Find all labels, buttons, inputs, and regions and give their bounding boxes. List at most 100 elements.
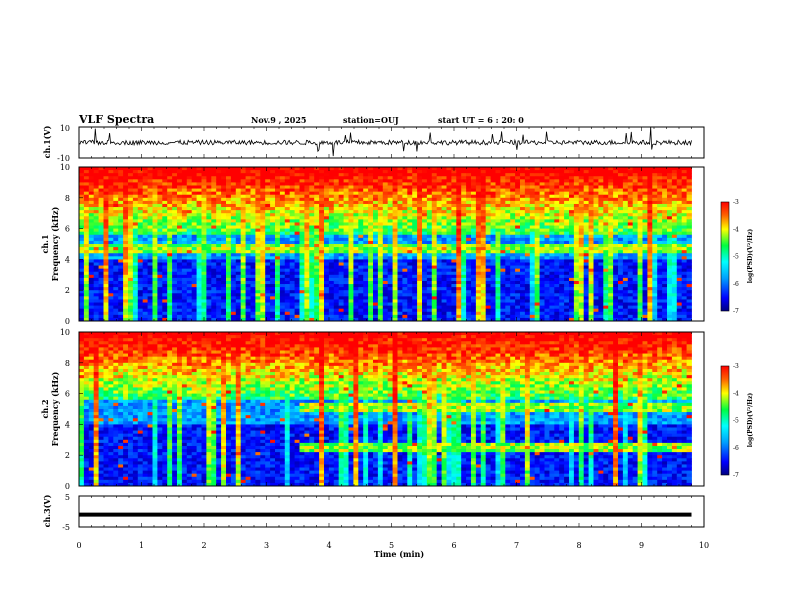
spectrogram-cell (294, 170, 300, 174)
spectrogram-cell (162, 225, 168, 229)
spectrogram-cell (392, 197, 398, 202)
spectrogram-cell (446, 259, 452, 263)
spectrogram-cell (186, 203, 193, 208)
spectrogram-cell (363, 207, 369, 211)
spectrogram-cell (83, 280, 90, 285)
spectrogram-cell (98, 317, 104, 322)
spectrogram-cell (407, 284, 413, 288)
spectrogram-cell (490, 185, 496, 189)
spectrogram-cell (186, 256, 193, 260)
spectrogram-cell (98, 188, 104, 193)
spectrogram-cell (407, 182, 413, 186)
spectrogram-cell (304, 317, 310, 322)
spectrogram-cell (177, 234, 183, 239)
spectrogram-cell (221, 308, 227, 313)
spectrogram-cell (451, 244, 457, 248)
spectrogram-cell (431, 231, 438, 236)
spectrogram-cell (353, 256, 359, 260)
spectrogram-cell (279, 293, 286, 297)
spectrogram-cell (245, 293, 251, 297)
spectrogram-cell (235, 293, 242, 297)
spectrogram-cell (333, 240, 340, 245)
spectrogram-cell (328, 277, 335, 282)
spectrogram-cell (275, 167, 281, 171)
spectrogram-cell (270, 308, 276, 313)
spectrogram-cell (226, 259, 232, 263)
spectrogram-cell (279, 253, 286, 257)
spectrogram-cell (422, 284, 428, 288)
spectrogram-cell (201, 314, 207, 319)
spectrogram-cell (524, 256, 531, 260)
spectrogram-cell (201, 253, 207, 257)
spectrogram-cell (431, 203, 438, 208)
spectrogram-cell (103, 256, 109, 260)
spectrogram-cell (412, 216, 418, 220)
spectrogram-cell (456, 185, 462, 189)
spectrogram-cell (142, 216, 148, 220)
spectrogram-cell (294, 308, 300, 313)
spectrogram-cell (98, 237, 104, 242)
spectrogram-cell (544, 277, 550, 282)
spectrogram-cell (216, 274, 222, 279)
spectrogram-cell (534, 176, 540, 180)
spectrogram-cell (520, 185, 526, 189)
spectrogram-cell (387, 216, 393, 220)
spectrogram-cell (324, 262, 330, 266)
spectrogram-cell (83, 296, 90, 300)
spectrogram-cell (446, 277, 452, 282)
spectrogram-cell (500, 290, 506, 294)
spectrogram-cell (279, 225, 286, 229)
spectrogram-cell (162, 182, 168, 186)
spectrogram-cell (441, 176, 447, 180)
spectrogram-cell (191, 203, 197, 208)
spectrogram-cell (103, 265, 109, 270)
spectrogram-cell (172, 225, 178, 229)
spectrogram-cell (216, 216, 222, 220)
spectrogram-cell (226, 197, 232, 202)
spectrogram-cell (377, 167, 384, 171)
spectrogram-cell (471, 265, 477, 270)
spectrogram-cell (515, 188, 521, 193)
spectrogram-cell (260, 317, 266, 322)
spectrogram-cell (123, 287, 129, 291)
spectrogram-cell (480, 200, 487, 205)
spectrogram-cell (373, 203, 379, 208)
spectrogram-cell (412, 176, 418, 180)
spectrogram-cell (147, 219, 153, 223)
spectrogram-cell (128, 280, 134, 285)
spectrogram-cell (230, 225, 237, 229)
spectrogram-cell (157, 167, 163, 171)
spectrogram-cell (240, 176, 246, 180)
spectrogram-cell (201, 274, 207, 279)
spectrogram-cell (211, 271, 217, 276)
spectrogram-cell (402, 250, 408, 254)
spectrogram-cell (524, 197, 531, 202)
spectrogram-cell (240, 167, 246, 171)
spectrogram-cell (328, 284, 335, 288)
spectrogram-cell (128, 240, 134, 245)
spectrogram-cell (142, 284, 148, 288)
spectrogram-cell (436, 200, 442, 205)
spectrogram-cell (363, 228, 369, 233)
spectrogram-cell (358, 194, 364, 199)
spectrogram-cell (324, 240, 330, 245)
spectrogram-cell (480, 247, 487, 251)
spectrogram-cell (407, 167, 413, 171)
spectrogram-cell (128, 213, 134, 217)
spectrogram-cell (128, 203, 134, 208)
spectrogram-cell (108, 311, 114, 316)
spectrogram-cell (407, 191, 413, 196)
spectrogram-cell (436, 268, 442, 273)
spectrogram-cell (524, 290, 531, 294)
spectrogram-cell (446, 182, 452, 186)
spectrogram-cell (392, 222, 398, 226)
spectrogram-cell (510, 167, 516, 171)
spectrogram-cell (177, 284, 183, 288)
spectrogram-cell (137, 280, 144, 285)
spectrogram-cell (382, 179, 389, 183)
spectrogram-cell (461, 207, 467, 211)
spectrogram-cell (510, 173, 516, 177)
spectrogram-cell (226, 213, 232, 217)
spectrogram-cell (417, 173, 423, 177)
spectrogram-cell (132, 207, 139, 211)
